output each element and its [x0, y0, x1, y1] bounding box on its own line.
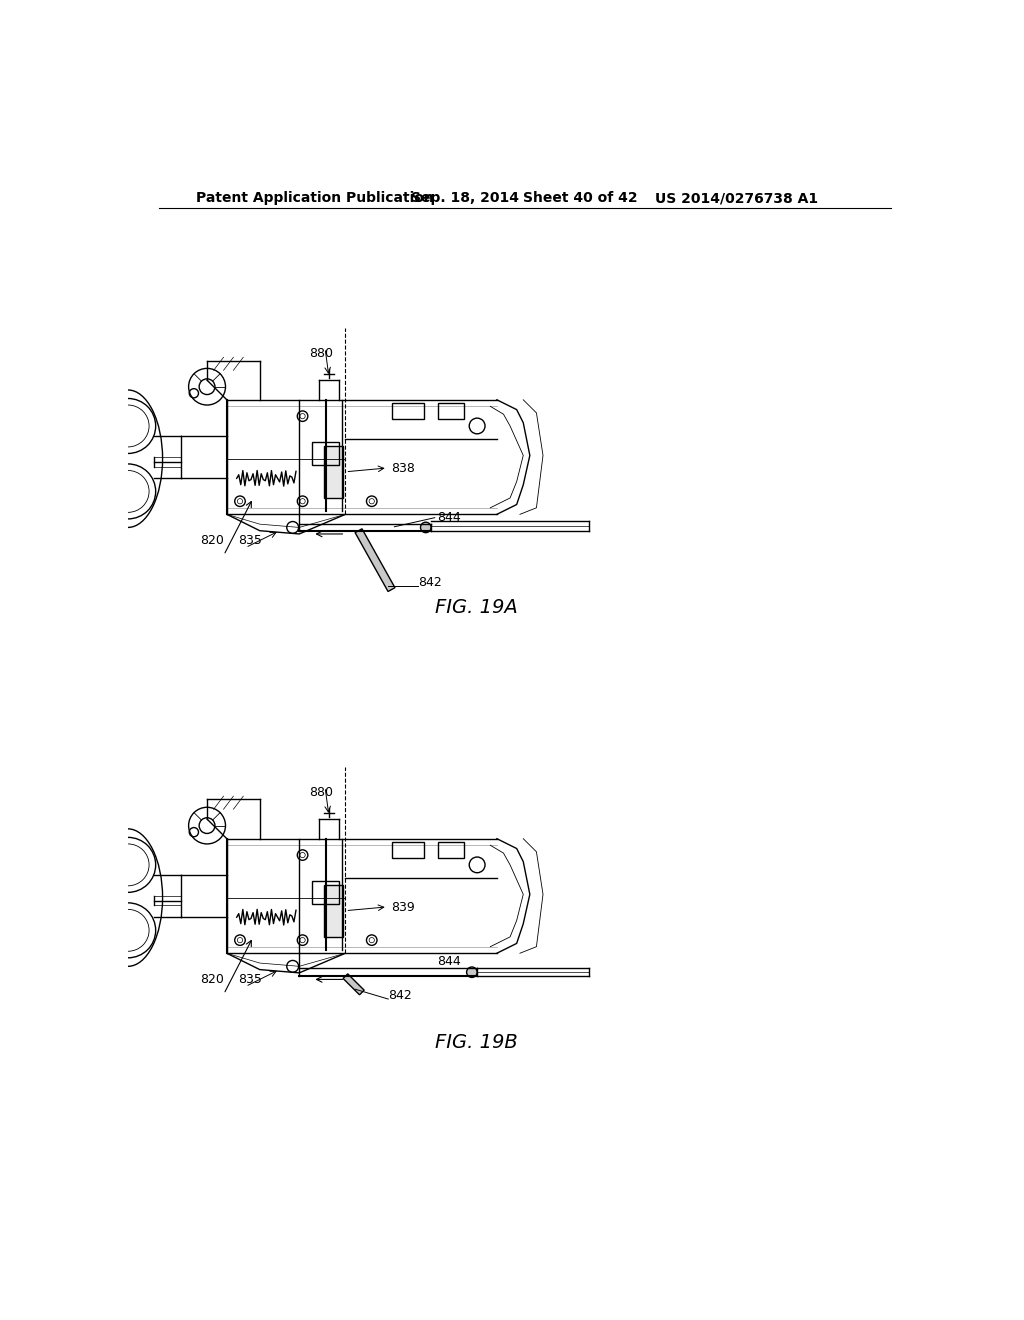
Text: 839: 839 — [391, 900, 416, 913]
Bar — [312, 442, 339, 465]
Text: 820: 820 — [201, 533, 224, 546]
Text: 844: 844 — [437, 511, 462, 524]
Text: 835: 835 — [238, 973, 261, 986]
Polygon shape — [343, 974, 365, 995]
Text: 838: 838 — [391, 462, 416, 475]
Bar — [437, 403, 464, 420]
Text: Sep. 18, 2014: Sep. 18, 2014 — [411, 191, 519, 206]
Text: 844: 844 — [437, 954, 462, 968]
Polygon shape — [355, 529, 395, 591]
Text: FIG. 19A: FIG. 19A — [435, 598, 518, 616]
Bar — [312, 882, 339, 904]
Text: 835: 835 — [238, 533, 261, 546]
Text: Sheet 40 of 42: Sheet 40 of 42 — [523, 191, 638, 206]
Text: 880: 880 — [309, 787, 333, 799]
Bar — [325, 884, 343, 937]
Text: 842: 842 — [418, 577, 441, 589]
Text: Patent Application Publication: Patent Application Publication — [197, 191, 434, 206]
Text: 880: 880 — [309, 347, 333, 360]
Circle shape — [467, 968, 477, 977]
Bar — [325, 446, 343, 498]
Bar — [391, 842, 424, 858]
Text: 842: 842 — [388, 989, 412, 1002]
Bar — [391, 403, 424, 420]
Text: 820: 820 — [201, 973, 224, 986]
Bar — [437, 842, 464, 858]
Text: FIG. 19B: FIG. 19B — [435, 1032, 518, 1052]
Text: US 2014/0276738 A1: US 2014/0276738 A1 — [655, 191, 818, 206]
Circle shape — [421, 523, 431, 533]
